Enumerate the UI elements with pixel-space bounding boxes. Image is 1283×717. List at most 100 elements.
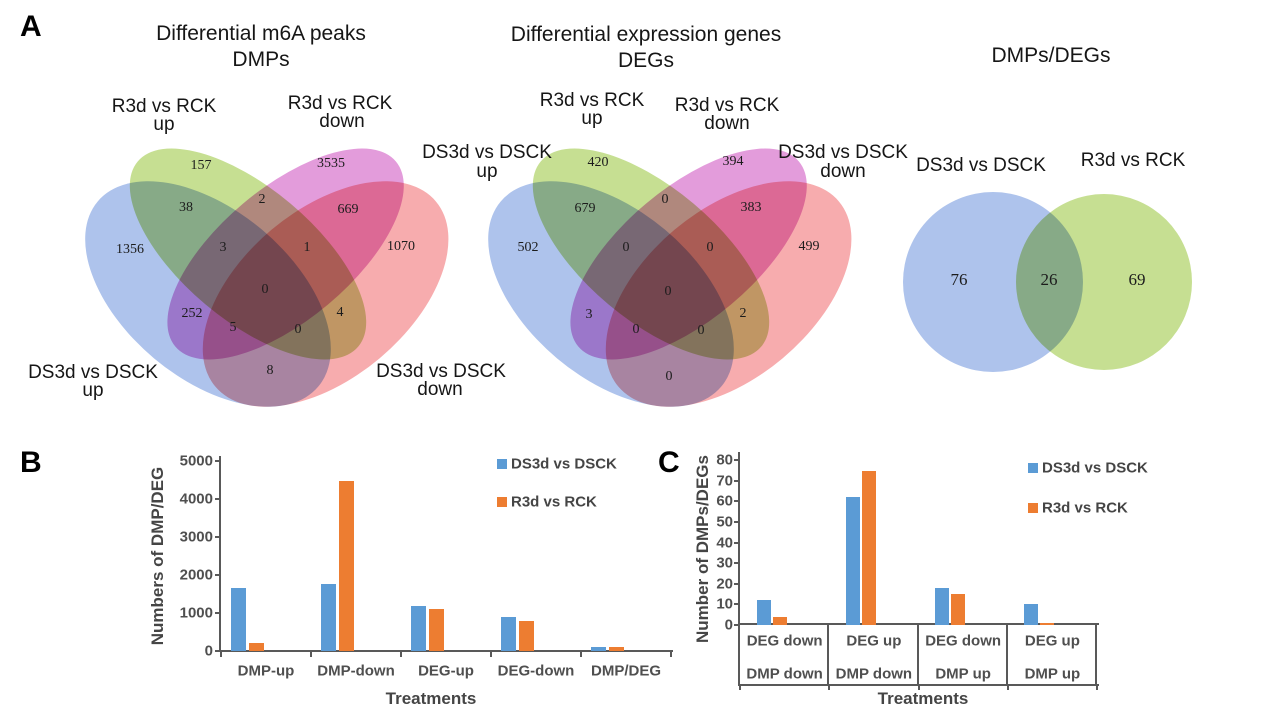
venn-region-count-R3d_uponly: 420 <box>587 155 609 170</box>
chart-c-label-box-bottom <box>738 684 1099 686</box>
bar_b-bar-R3d-vs-RCK-2 <box>429 609 444 651</box>
chart-c-legend-swatch-blue <box>1028 463 1038 473</box>
bar_c-ytick-40: 40 <box>716 534 733 552</box>
bar_b-bar-DS3d-vs-DSCK-4 <box>591 647 606 651</box>
bar_b-category-2: DEG-up <box>418 662 474 680</box>
bar-c-divider-4 <box>1095 623 1097 686</box>
bar_c-category-1-line1: DEG up <box>846 632 902 650</box>
venn3-label-ds: DS3d vs DSCK <box>916 155 1046 176</box>
bar_b-ytickmark-4000 <box>215 498 220 500</box>
venn-region-count-DS3d_up&R3d_down: 3 <box>585 307 593 322</box>
bar_c-ytickmark-10 <box>734 603 739 606</box>
bar_b-bar-DS3d-vs-DSCK-3 <box>501 617 516 651</box>
bar_c-ytick-20: 20 <box>716 575 733 593</box>
chart-c-legend-label-orange: R3d vs RCK <box>1042 499 1128 517</box>
bar_b-category-4: DMP/DEG <box>590 662 662 680</box>
venn-region-count-DS3d_up&R3d_up: 679 <box>574 201 596 216</box>
bar_b-ytickmark-2000 <box>215 574 220 576</box>
bar_b-ytickmark-0 <box>215 650 220 652</box>
bar_c-bar-DS3d-vs-DSCK-0 <box>756 600 771 625</box>
bar-c-xtickmark-3 <box>1006 686 1009 690</box>
venn-overlap-title: DMPs/DEGs <box>991 44 1111 67</box>
bar_b-ytickmark-5000 <box>215 460 220 462</box>
bar_c-category-2-line2: DMP up <box>935 665 991 683</box>
bar_c-bar-R3d-vs-RCK-1 <box>861 470 876 625</box>
chart-c-legend-swatch-orange <box>1028 503 1038 513</box>
bar_b-category-3: DEG-down <box>497 662 575 680</box>
bar_c-ytickmark-40 <box>734 541 739 544</box>
bar-b-xtickmark-4 <box>580 652 582 657</box>
bar_c-ytick-0: 0 <box>724 616 733 634</box>
venn2-label-ds-up-2: up <box>476 161 498 182</box>
venn2-label-r3d-down-1: R3d vs RCK <box>674 95 780 116</box>
venn1-label-r3d-down-1: R3d vs RCK <box>287 93 393 114</box>
bar_b-ytick-4000: 4000 <box>179 490 213 508</box>
bar_b-bar-DS3d-vs-DSCK-0 <box>231 587 246 651</box>
bar-b-xtickmark-3 <box>490 652 492 657</box>
venn-circle-R3d-vs-RCK <box>1016 194 1192 370</box>
venn-ellipse-DS3d-vs-DSCK-down <box>605 181 852 407</box>
bar_b-ytick-5000: 5000 <box>179 452 213 470</box>
bar_b-bar-R3d-vs-RCK-3 <box>519 621 534 651</box>
chart-c-legend-label-blue: DS3d vs DSCK <box>1042 459 1148 477</box>
bar-b-xtickmark-0 <box>220 652 222 657</box>
venn-region-count-R3d_downonly: 3535 <box>317 156 345 171</box>
bar_c-bar-R3d-vs-RCK-0 <box>772 616 787 625</box>
bar_b-category-0: DMP-up <box>237 662 295 680</box>
bar_c-ytickmark-50 <box>734 521 739 523</box>
venn-region-count-R3d_uponly: 157 <box>190 158 212 173</box>
venn-region-count-DS3d_up&R3d_up&R3d_down&DS3d_down: 0 <box>261 282 269 297</box>
bar_c-ytickmark-30 <box>734 562 739 565</box>
venn1-label-ds-down-1: DS3d vs DSCK <box>376 361 506 382</box>
venn-region-count-R3d_downonly: 394 <box>722 154 744 169</box>
chart-b-legend-swatch-blue <box>497 459 507 469</box>
venn3-label-r3d: R3d vs RCK <box>1080 150 1186 171</box>
venn-degs-title: Differential expression genes <box>510 23 782 46</box>
bar_c-ytick-50: 50 <box>716 513 733 531</box>
venn-dmps-subtitle: DMPs <box>232 48 290 71</box>
venn-region-count-DS3d_uponly: 502 <box>517 240 539 255</box>
bar_c-category-3-line2: DMP up <box>1024 665 1081 683</box>
venn-region-count-R3d_up&DS3d_down: 4 <box>336 305 344 320</box>
venn1-label-r3d-up-1: R3d vs RCK <box>111 96 217 117</box>
venn-region-count-DS3d_downonly: 1070 <box>387 239 415 254</box>
bar_c-ytick-10: 10 <box>716 595 733 613</box>
panel-a-letter: A <box>20 10 42 43</box>
bar_c-category-2-line1: DEG down <box>925 632 1002 650</box>
panel-c-letter: C <box>658 446 680 479</box>
bar_b-category-1: DMP-down <box>317 662 395 680</box>
venn-region-count-R3d_down&DS3d_down: 383 <box>740 200 762 215</box>
panel-b-letter: B <box>20 446 42 479</box>
venn-region-count-DS3d&R3d: 26 <box>1040 270 1058 289</box>
chart-b-legend-label-blue: DS3d vs DSCK <box>511 455 617 473</box>
bar_c-bar-R3d-vs-RCK-3 <box>1040 622 1055 625</box>
bar_b-ytick-1000: 1000 <box>179 604 213 622</box>
venn-region-count-R3d_down&DS3d_down: 669 <box>337 202 359 217</box>
venn-region-count-R3d_up&DS3d_down: 2 <box>739 306 747 321</box>
bar_c-ytick-30: 30 <box>716 554 733 572</box>
venn-region-count-DS3d_up&DS3d_down: 0 <box>665 369 673 384</box>
bar_b-ytickmark-3000 <box>215 536 220 538</box>
chart-c-x-axis-title: Treatments <box>877 689 969 708</box>
venn-region-count-R3d_up&R3d_down&DS3d_down: 1 <box>303 240 311 255</box>
bar_b-ytickmark-1000 <box>215 612 220 614</box>
bar_b-ytick-3000: 3000 <box>179 528 213 546</box>
venn-region-count-DS3d_uponly: 1356 <box>116 242 144 257</box>
bar-c-xtickmark-2 <box>917 686 920 690</box>
venn1-label-ds-up-2: up <box>82 380 104 401</box>
chart-b-legend-label-orange: R3d vs RCK <box>511 493 597 511</box>
venn-region-count-DS3d_up&R3d_up&R3d_down: 0 <box>622 240 630 255</box>
bar_c-category-1-line2: DMP down <box>835 665 913 683</box>
chart-b-x-axis <box>219 650 673 652</box>
bar_c-bar-DS3d-vs-DSCK-3 <box>1024 604 1039 625</box>
bar_b-bar-R3d-vs-RCK-4 <box>609 647 624 651</box>
bar_c-category-0-line2: DMP down <box>746 665 823 683</box>
bar-c-divider-2 <box>916 623 919 686</box>
chart-c-x-axis <box>738 623 1099 625</box>
bar-b-xtickmark-1 <box>310 652 312 657</box>
chart-b-x-axis-title: Treatments <box>385 689 477 708</box>
venn-region-count-DS3d_up&R3d_up&R3d_down: 3 <box>219 240 227 255</box>
venn-region-count-DS3d_up&R3d_up&DS3d_down: 0 <box>294 322 302 337</box>
venn2-label-ds-down-2: down <box>820 161 866 182</box>
